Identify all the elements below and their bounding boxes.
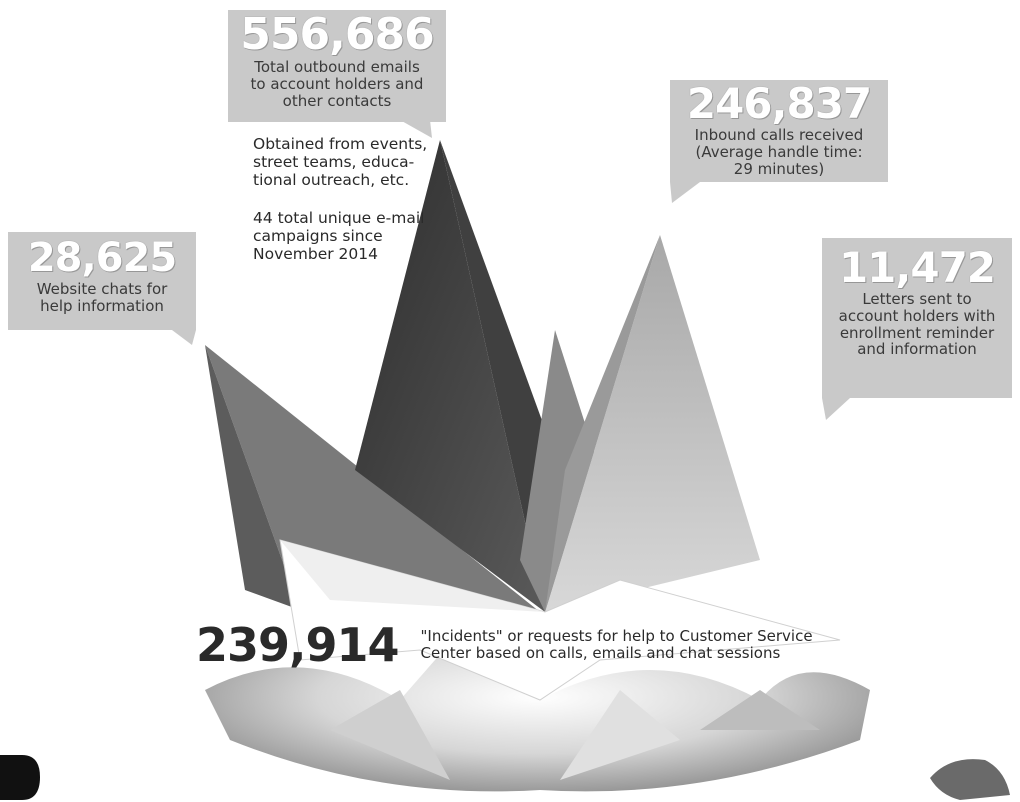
incidents-count: 239,914 xyxy=(196,618,400,672)
letters-count: 11,472 xyxy=(838,243,996,292)
white-plane xyxy=(279,539,841,701)
incidents-label: 239,914 "Incidents" or requests for help… xyxy=(196,616,813,674)
pedestal xyxy=(205,620,870,792)
email-sources-note: Obtained from events, street teams, educ… xyxy=(253,135,428,189)
center-spike xyxy=(355,140,560,612)
chats-callout: 28,625 Website chats for help informatio… xyxy=(8,232,196,330)
letters-description: Letters sent to account holders with enr… xyxy=(838,290,996,359)
letters-callout: 11,472 Letters sent to account holders w… xyxy=(822,238,1012,398)
email-campaigns-note: 44 total unique e-mail campaigns since N… xyxy=(253,209,425,263)
incidents-description: "Incidents" or requests for help to Cust… xyxy=(420,626,813,662)
middle-spike xyxy=(520,330,600,612)
emails-callout: 556,686 Total outbound emails to account… xyxy=(228,10,446,122)
chats-pointer xyxy=(172,330,196,345)
emails-description: Total outbound emails to account holders… xyxy=(250,58,424,110)
right-edge-fragment xyxy=(930,759,1010,800)
chats-count: 28,625 xyxy=(27,235,177,281)
left-edge-fragment xyxy=(0,755,40,800)
emails-pointer xyxy=(400,120,432,138)
calls-pointer xyxy=(670,182,700,203)
emails-count: 556,686 xyxy=(240,9,434,60)
right-spike xyxy=(545,235,760,612)
calls-description: Inbound calls received (Average handle t… xyxy=(694,126,864,178)
calls-callout: 246,837 Inbound calls received (Average … xyxy=(670,80,888,182)
calls-count: 246,837 xyxy=(686,79,872,128)
chats-description: Website chats for help information xyxy=(36,279,168,315)
letters-pointer xyxy=(822,398,850,420)
